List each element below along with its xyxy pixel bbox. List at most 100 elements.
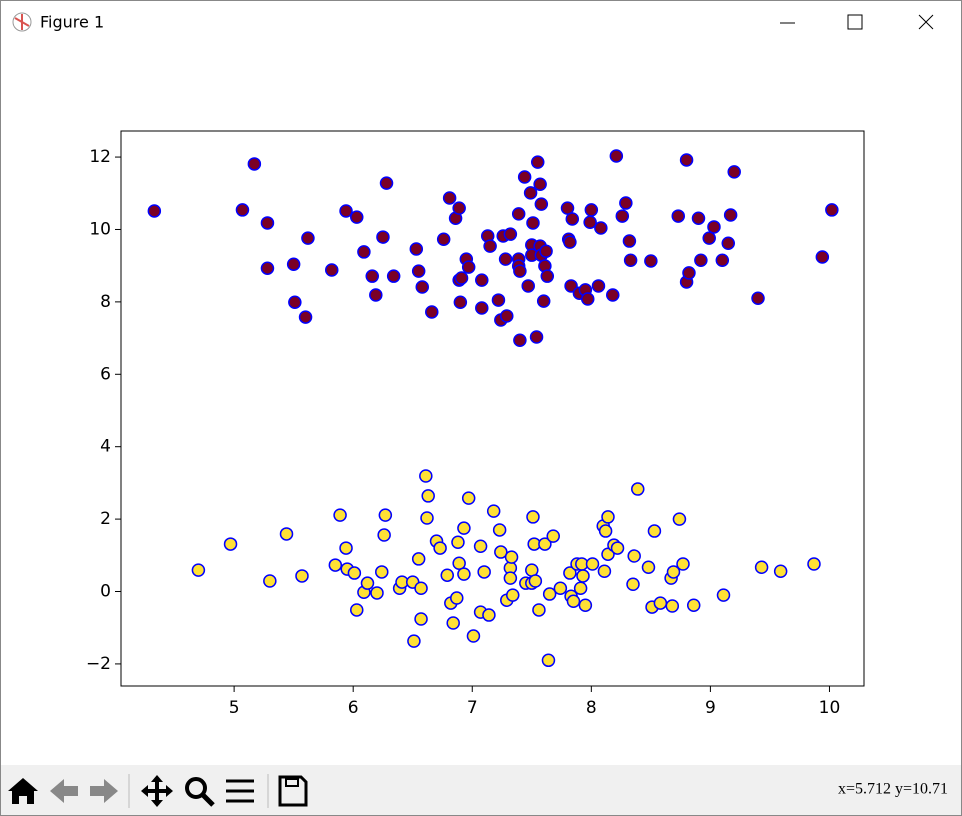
point: [407, 634, 421, 648]
point: [498, 252, 513, 266]
point: [529, 330, 544, 344]
point: [425, 305, 439, 319]
point: [601, 510, 615, 524]
x-tick-label: 6: [348, 698, 359, 718]
point: [723, 208, 738, 222]
point: [647, 524, 662, 538]
point: [491, 293, 506, 307]
point: [773, 564, 788, 578]
status-text: x=5.712 y=10.71: [838, 781, 948, 798]
point: [513, 264, 527, 278]
point: [436, 232, 451, 246]
point: [328, 558, 343, 572]
x-tick-label: 9: [705, 698, 716, 718]
point: [576, 569, 590, 583]
point: [452, 556, 466, 571]
point: [475, 301, 489, 315]
point: [538, 537, 552, 551]
point: [622, 234, 637, 248]
point: [457, 521, 471, 535]
zoom-handle: [201, 793, 215, 807]
point: [560, 201, 575, 215]
point: [727, 165, 741, 179]
point: [584, 203, 599, 217]
forward-button[interactable]: [90, 779, 118, 803]
point: [694, 253, 708, 267]
point: [581, 292, 595, 306]
point: [357, 245, 371, 259]
point: [671, 209, 685, 223]
point: [825, 203, 839, 217]
point: [606, 288, 620, 302]
point: [347, 566, 362, 580]
point: [453, 295, 468, 309]
point: [466, 629, 481, 643]
point: [376, 230, 390, 244]
point: [377, 528, 391, 542]
point: [751, 291, 765, 306]
point: [715, 253, 730, 267]
point: [147, 204, 162, 218]
point: [594, 221, 608, 235]
y-tick-label: 4: [100, 437, 111, 457]
point: [454, 271, 469, 285]
point: [610, 541, 625, 555]
point: [573, 581, 588, 596]
point: [566, 594, 581, 609]
pan-button[interactable]: [141, 775, 173, 807]
point: [494, 545, 508, 559]
point: [461, 491, 476, 505]
close-button[interactable]: [918, 14, 934, 30]
point: [815, 250, 830, 264]
point: [565, 212, 580, 226]
save-button[interactable]: [278, 775, 308, 807]
point: [665, 599, 680, 613]
maximize-button[interactable]: [847, 14, 863, 30]
point: [333, 508, 347, 522]
point: [279, 527, 294, 541]
point: [644, 254, 658, 268]
point: [365, 269, 379, 283]
point: [379, 176, 394, 190]
point: [477, 565, 491, 579]
home-button[interactable]: [8, 778, 38, 804]
point: [483, 239, 497, 253]
point: [505, 588, 520, 602]
point: [591, 279, 606, 293]
point: [247, 157, 262, 171]
point: [532, 603, 546, 617]
axes-frame: [120, 130, 865, 687]
back-button[interactable]: [50, 779, 78, 803]
point: [415, 280, 429, 294]
point: [457, 567, 471, 581]
configure-button[interactable]: [226, 779, 254, 803]
point: [386, 269, 401, 283]
point: [691, 211, 706, 226]
point: [682, 266, 696, 280]
point: [653, 596, 668, 610]
point: [672, 512, 687, 526]
point: [578, 598, 593, 613]
title-bar: Figure 1: [12, 12, 934, 32]
point: [716, 588, 731, 602]
x-tick-label: 10: [819, 698, 841, 718]
point: [473, 539, 488, 554]
point: [414, 581, 428, 596]
point: [526, 510, 540, 524]
point: [260, 216, 275, 230]
point: [411, 264, 426, 278]
point: [523, 186, 538, 200]
point: [411, 552, 426, 566]
point: [541, 653, 556, 668]
zoom-button[interactable]: [185, 777, 207, 799]
point: [503, 227, 518, 241]
point: [461, 260, 476, 274]
point: [564, 279, 578, 293]
y-tick-label: 10: [89, 219, 111, 239]
point: [631, 482, 645, 496]
point: [298, 310, 313, 324]
y-tick-label: −2: [86, 654, 111, 674]
y-tick-label: 8: [100, 292, 111, 312]
point: [260, 261, 275, 275]
